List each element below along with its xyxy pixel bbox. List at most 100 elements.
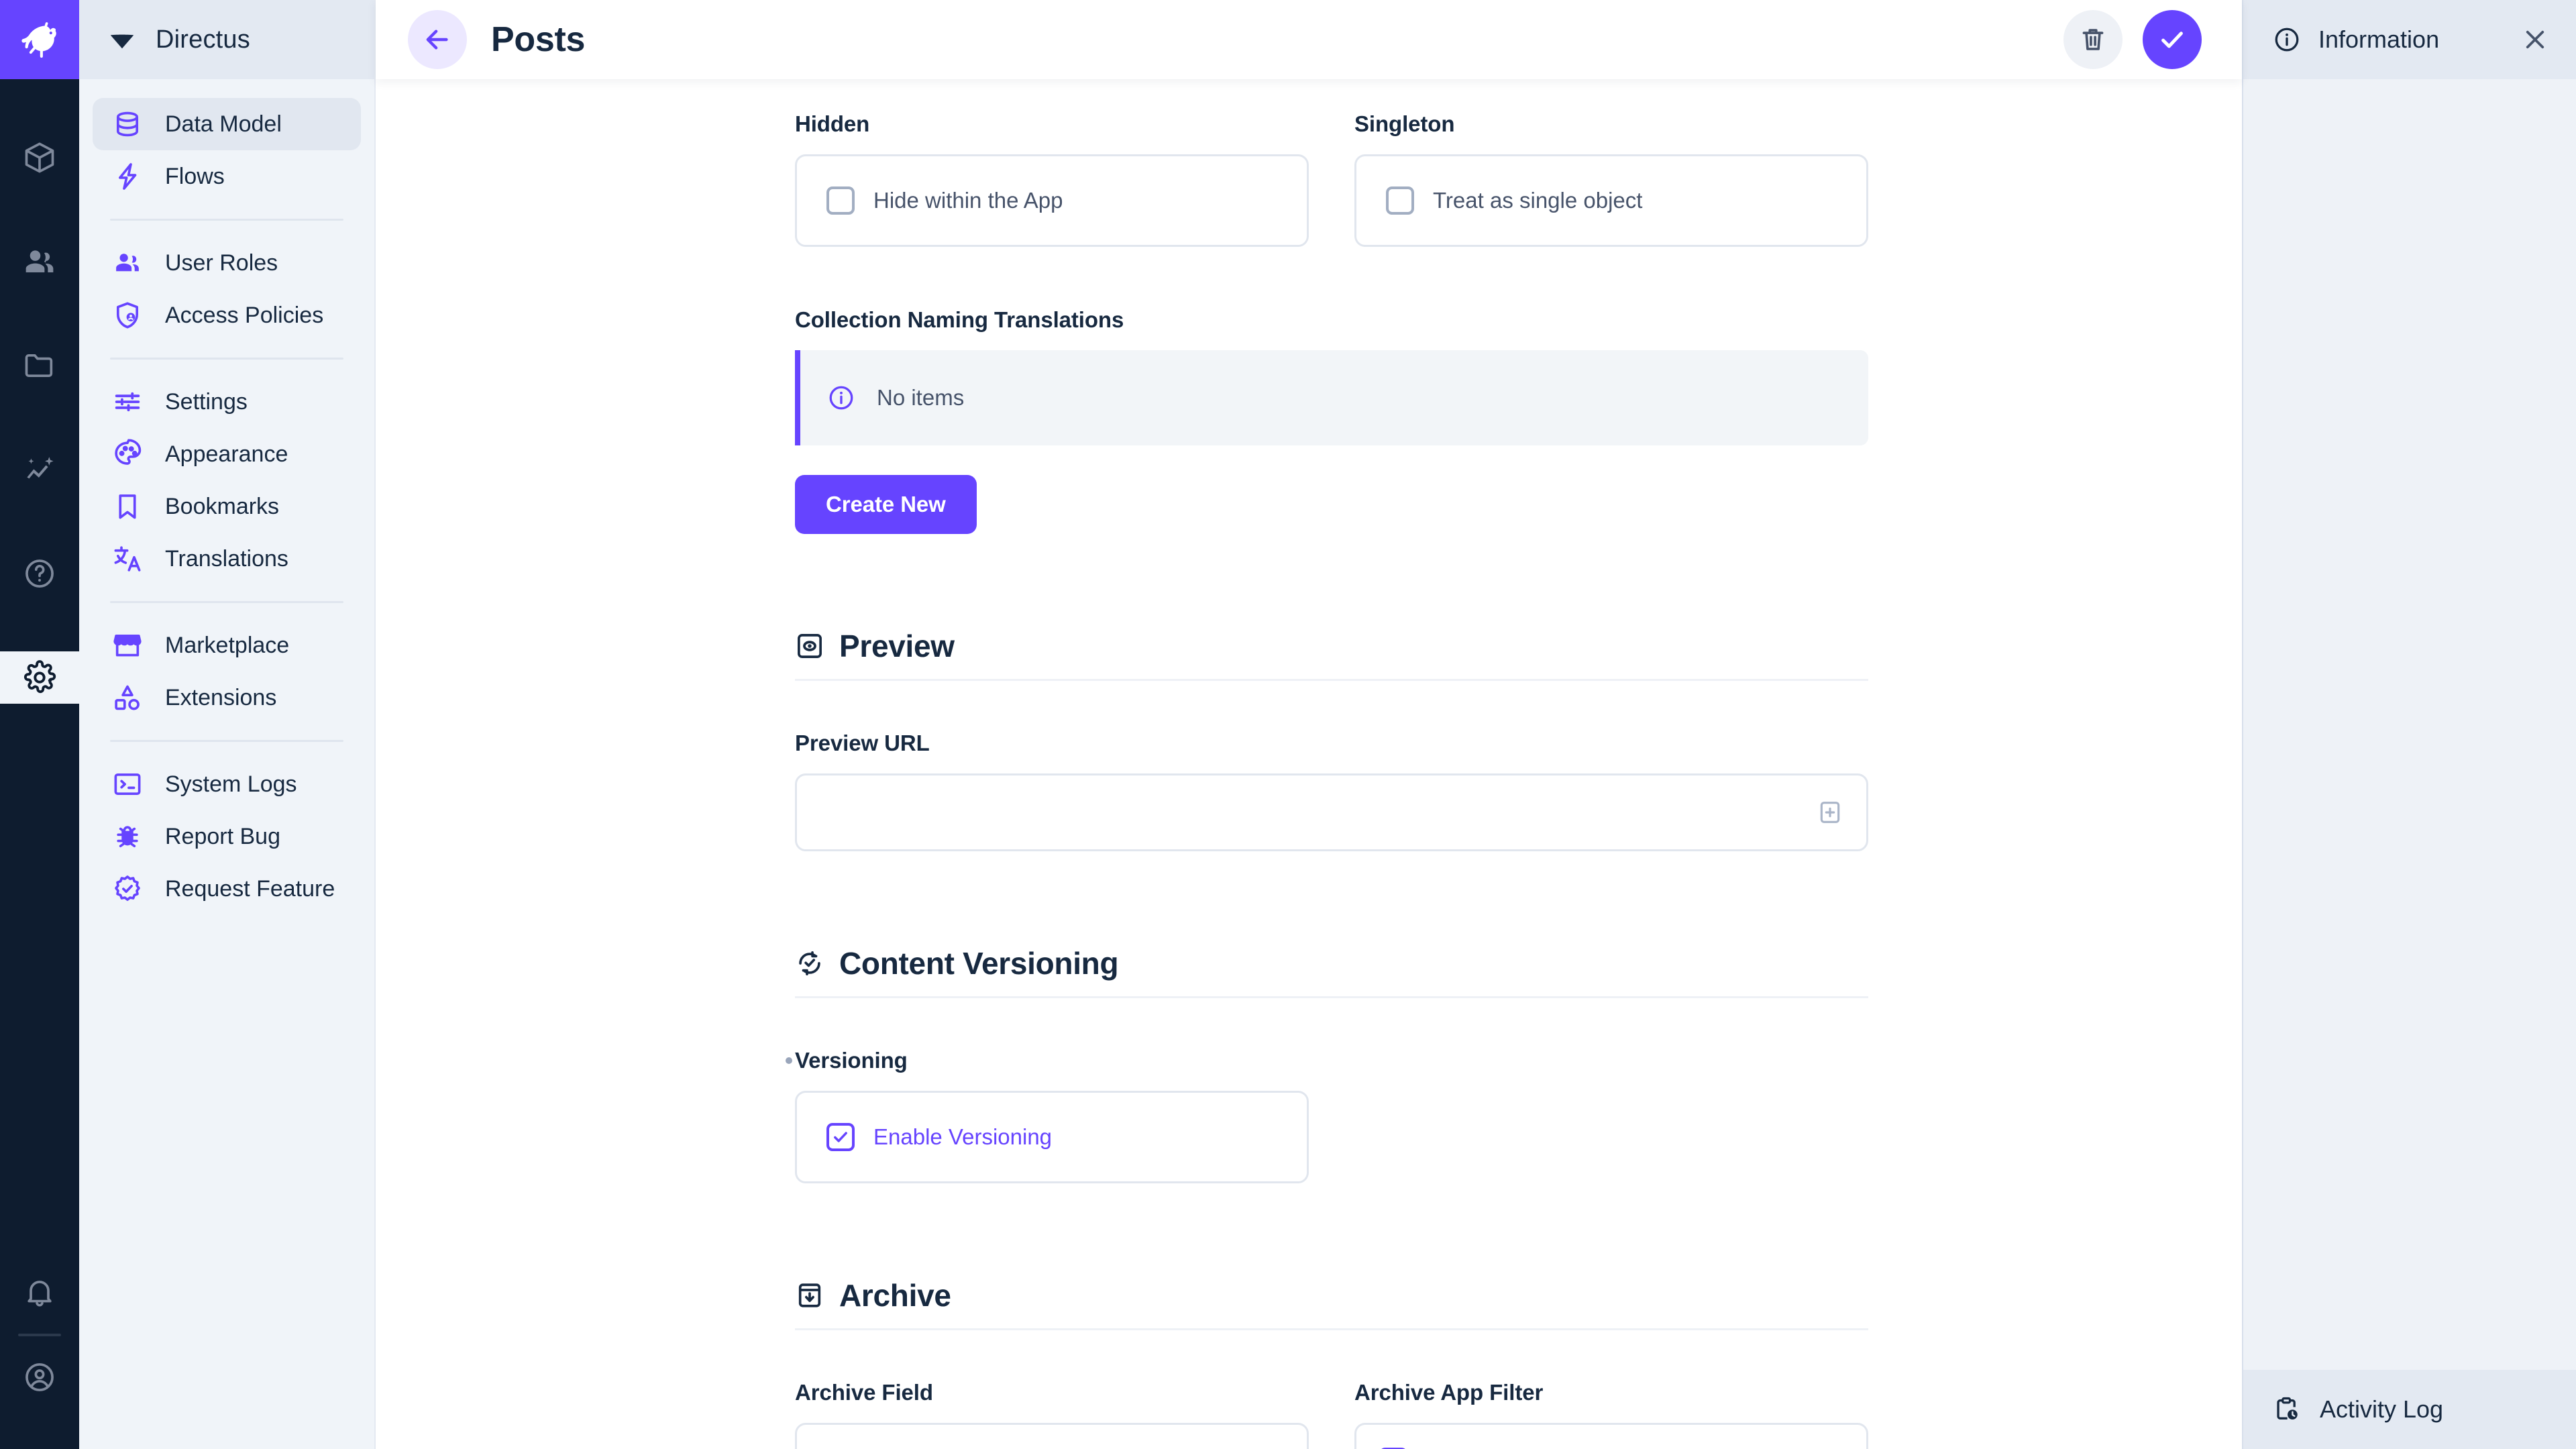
hide-within-app-checkbox[interactable]: Hide within the App — [826, 186, 1063, 215]
back-button[interactable] — [408, 10, 467, 69]
singleton-label: Singleton — [1354, 111, 1455, 136]
archive-section-header: Archive — [795, 1277, 1868, 1328]
sidebar-item-system-logs[interactable]: System Logs — [93, 758, 361, 810]
sidebar-item-flows[interactable]: Flows — [93, 150, 361, 203]
rail-item-content-box-icon[interactable] — [0, 131, 79, 184]
preview-section-body: Preview URL — [795, 731, 1868, 851]
activity-log-label: Activity Log — [2320, 1395, 2444, 1423]
create-new-button[interactable]: Create New — [795, 475, 977, 534]
hidden-checkbox-box[interactable]: Hide within the App — [795, 154, 1309, 247]
nav-list: Data Model Flows User Roles Acc — [79, 79, 374, 915]
sidebar-item-translations[interactable]: Translations — [93, 533, 361, 585]
content-versioning-section: Content Versioning Versioning Enable Ver… — [786, 945, 1868, 1183]
module-rail — [0, 0, 79, 1449]
preview-section: Preview Preview URL — [795, 628, 1868, 851]
sidebar-item-label: Bookmarks — [165, 493, 280, 519]
notifications-bell-icon[interactable] — [0, 1267, 79, 1319]
save-button[interactable] — [2143, 10, 2202, 69]
main-area: Posts Hidden — [376, 0, 2242, 1449]
sidebar-item-label: Request Feature — [165, 875, 335, 902]
rail-item-help-circle-icon[interactable] — [0, 547, 79, 600]
section-rule — [795, 996, 1868, 998]
nav-divider — [110, 740, 343, 742]
eye-preview-icon — [795, 631, 824, 661]
rail-item-files-folder-icon[interactable] — [0, 339, 79, 392]
add-field-icon[interactable] — [1817, 799, 1843, 826]
directus-rabbit-logo[interactable] — [0, 0, 79, 79]
sidebar-item-label: User Roles — [165, 250, 278, 276]
sidebar-item-bookmarks[interactable]: Bookmarks — [93, 480, 361, 533]
section-rule — [795, 679, 1868, 681]
singleton-field: Singleton Treat as single object — [1354, 111, 1868, 247]
sidebar-item-label: System Logs — [165, 771, 297, 797]
sidebar-item-marketplace[interactable]: Marketplace — [93, 619, 361, 672]
sidebar-item-label: Access Policies — [165, 302, 324, 328]
sidebar-item-access-policies[interactable]: Access Policies — [93, 289, 361, 341]
sidebar-item-settings[interactable]: Settings — [93, 376, 361, 428]
user-account-icon[interactable] — [0, 1351, 79, 1403]
versioning-label: Versioning — [786, 1048, 1868, 1073]
sidebar-item-label: Settings — [165, 388, 248, 415]
information-panel-body — [2243, 79, 2576, 1370]
nav-header: Directus — [79, 0, 374, 79]
notice-text: No items — [877, 385, 965, 410]
sidebar-item-user-roles[interactable]: User Roles — [93, 237, 361, 289]
archive-app-filter-box[interactable]: Enable App Archive Filter — [1354, 1423, 1868, 1449]
rail-item-users-icon[interactable] — [0, 235, 79, 288]
archive-field-select[interactable]: Choose a field... — [795, 1423, 1309, 1449]
bolt-icon — [110, 159, 145, 194]
sliders-icon — [110, 384, 145, 419]
sidebar-item-data-model[interactable]: Data Model — [93, 98, 361, 150]
translate-icon — [110, 541, 145, 576]
delete-button[interactable] — [2063, 10, 2123, 69]
preview-section-title: Preview — [839, 629, 955, 663]
checkbox-label: Hide within the App — [873, 188, 1063, 213]
archive-section: Archive Archive Field Choose a field... — [795, 1277, 1868, 1449]
preview-section-header: Preview — [795, 628, 1868, 679]
checkbox-checked-icon — [826, 1123, 855, 1151]
no-items-notice: No items — [795, 350, 1868, 445]
sidebar-item-label: Flows — [165, 163, 225, 189]
close-x-icon[interactable] — [2521, 25, 2549, 54]
rail-item-insights-icon[interactable] — [0, 443, 79, 496]
rail-divider — [18, 1334, 61, 1336]
translations-label: Collection Naming Translations — [795, 307, 1124, 332]
page-title: Posts — [491, 20, 586, 59]
page-header: Posts — [376, 0, 2242, 79]
sidebar-item-appearance[interactable]: Appearance — [93, 428, 361, 480]
sidebar-item-label: Appearance — [165, 441, 288, 467]
sidebar-item-request-feature[interactable]: Request Feature — [93, 863, 361, 915]
rail-bottom-buttons — [0, 1267, 79, 1449]
versioning-section-title: Content Versioning — [839, 946, 1119, 981]
versioning-section-body: Versioning Enable Versioning — [786, 1048, 1868, 1183]
nav-divider — [110, 358, 343, 360]
checkbox-unchecked-icon — [1386, 186, 1414, 215]
hidden-field: Hidden Hide within the App — [795, 111, 1309, 247]
singleton-checkbox-box[interactable]: Treat as single object — [1354, 154, 1868, 247]
versioning-checkbox-box[interactable]: Enable Versioning — [795, 1091, 1309, 1183]
versioning-section-header: Content Versioning — [795, 945, 1868, 996]
enable-app-archive-filter-checkbox[interactable]: Enable App Archive Filter — [1379, 1448, 1674, 1449]
collection-naming-translations-field: Collection Naming Translations No items … — [795, 307, 1868, 534]
bookmark-icon — [110, 489, 145, 524]
rail-item-settings-gear-icon[interactable] — [0, 651, 79, 704]
enable-versioning-checkbox[interactable]: Enable Versioning — [826, 1123, 1052, 1151]
shapes-icon — [110, 680, 145, 715]
nav-divider — [110, 219, 343, 221]
nav-divider — [110, 601, 343, 603]
nav-title: Directus — [156, 25, 250, 54]
verified-check-icon — [110, 871, 145, 906]
bug-icon — [110, 819, 145, 854]
preview-url-label: Preview URL — [795, 731, 930, 755]
treat-as-single-object-checkbox[interactable]: Treat as single object — [1386, 186, 1642, 215]
activity-log-button[interactable]: Activity Log — [2243, 1370, 2576, 1449]
sidebar-item-label: Marketplace — [165, 632, 290, 658]
sidebar-item-extensions[interactable]: Extensions — [93, 672, 361, 724]
hidden-label: Hidden — [795, 111, 870, 136]
preview-url-input[interactable] — [795, 773, 1868, 851]
form-scroll-area[interactable]: Hidden Hide within the App Singleton — [376, 79, 2242, 1449]
sync-check-icon — [795, 949, 824, 978]
people-icon — [110, 246, 145, 280]
sidebar-item-report-bug[interactable]: Report Bug — [93, 810, 361, 863]
